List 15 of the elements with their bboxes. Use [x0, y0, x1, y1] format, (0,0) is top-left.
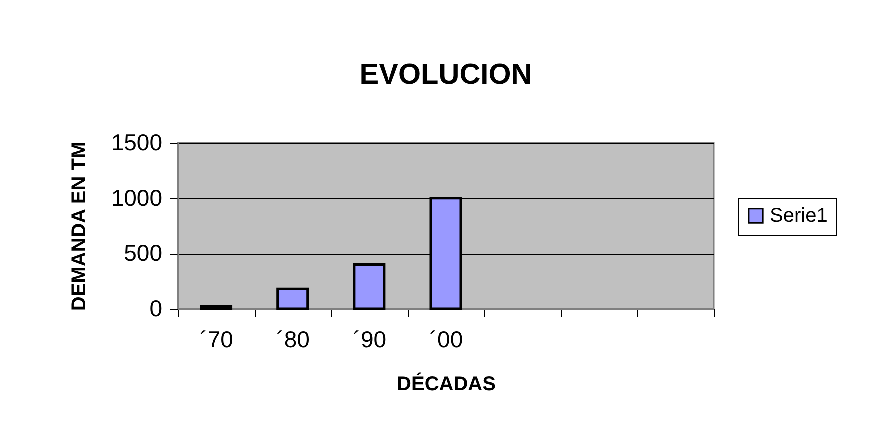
x-tick-label: ´70 [200, 326, 234, 352]
bar [353, 263, 386, 310]
y-tick-label: 0 [150, 296, 162, 322]
x-axis-title: DÉCADAS [397, 372, 496, 396]
bar [200, 306, 233, 310]
y-tick-label: 1500 [111, 130, 162, 156]
x-tick-label: ´80 [276, 326, 310, 352]
chart-title: EVOLUCION [360, 59, 532, 91]
legend-label: Serie1 [770, 205, 828, 227]
y-axis-title: DEMANDA EN TM [68, 142, 90, 312]
y-tick-label: 500 [124, 240, 162, 266]
x-tick-label: ´90 [353, 326, 387, 352]
y-tick-label: 1000 [111, 184, 162, 211]
bar [276, 288, 310, 310]
x-tick-label: ´00 [430, 326, 464, 352]
